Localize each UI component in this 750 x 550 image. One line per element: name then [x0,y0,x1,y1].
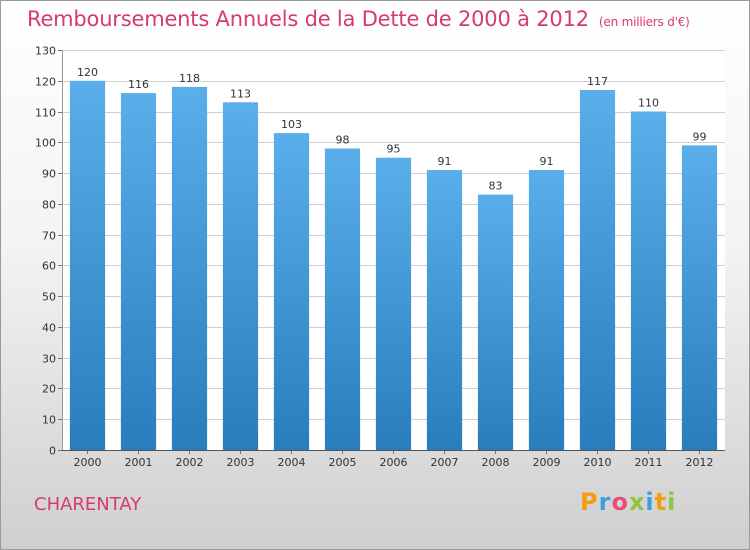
data-label: 99 [693,130,707,143]
chart-title-unit: (en milliers d'€) [598,15,690,29]
y-tick-label: 90 [42,168,56,181]
commune-name: CHARENTAY [34,494,142,515]
y-tick-label: 110 [35,107,56,120]
x-tick-label: 2011 [635,456,663,469]
logo-letter: P [580,488,599,516]
chart-title-main: Remboursements Annuels de la Dette de 20… [27,7,589,31]
data-label: 118 [179,72,200,85]
data-label: 120 [77,66,98,79]
x-tick-label: 2005 [329,456,357,469]
data-label: 91 [438,155,452,168]
x-tick-label: 2002 [176,456,204,469]
x-tick-label: 2009 [533,456,561,469]
bar-2010 [579,90,616,450]
bar-2005 [324,148,361,450]
proxiti-logo[interactable]: Proxiti [580,488,676,516]
logo-letter: i [645,488,655,516]
y-tick-label: 50 [42,291,56,304]
y-tick-label: 60 [42,260,56,273]
bar-2003 [222,102,259,451]
data-label: 103 [281,118,302,131]
x-tick-label: 2012 [686,456,714,469]
y-tick-label: 120 [35,76,56,89]
x-tick-label: 2000 [74,456,102,469]
data-label: 83 [489,180,503,193]
data-label: 110 [638,97,659,110]
data-label: 116 [128,78,149,91]
logo-letter: t [654,488,668,516]
y-tick-label: 80 [42,199,56,212]
x-tick-label: 2006 [380,456,408,469]
x-tick-label: 2003 [227,456,255,469]
data-label: 113 [230,87,251,100]
y-tick-label: 20 [42,383,56,396]
x-tick-label: 2001 [125,456,153,469]
bar-2001 [120,93,157,450]
y-tick-label: 30 [42,353,56,366]
x-tick-label: 2010 [584,456,612,469]
bar-2002 [171,86,208,451]
data-label: 98 [336,134,350,147]
data-label: 91 [540,155,554,168]
bar-2012 [681,145,718,450]
x-tick-label: 2004 [278,456,306,469]
y-axis-ticks: 0 10 20 30 40 50 60 70 80 90 100 110 120 130 [35,45,62,458]
x-tick-label: 2007 [431,456,459,469]
logo-letter: r [598,488,612,516]
data-label: 117 [587,75,608,88]
y-tick-label: 70 [42,230,56,243]
y-tick-label: 130 [35,45,56,58]
y-tick-label: 0 [49,445,56,458]
bar-2004 [273,133,310,450]
bar-2011 [630,111,667,450]
y-tick-label: 40 [42,322,56,335]
logo-letter: x [628,488,646,516]
y-tick-label: 10 [42,414,56,427]
logo-letter: o [611,488,629,516]
chart-title: Remboursements Annuels de la Dette de 20… [27,7,690,31]
y-tick-label: 100 [35,137,56,150]
bar-2008 [477,194,514,450]
bars: 120 116 118 113 103 98 95 91 83 91 117 110 99 [69,66,718,451]
x-axis-ticks: 2000 2001 2002 2003 2004 2005 2006 2007 2008 2009… [74,450,714,469]
data-label: 95 [387,143,401,156]
logo-letter: i [667,488,677,516]
bar-2009 [528,170,565,450]
bar-2006 [375,157,412,450]
bar-2007 [426,170,463,450]
x-tick-label: 2008 [482,456,510,469]
bar-2000 [69,80,106,451]
